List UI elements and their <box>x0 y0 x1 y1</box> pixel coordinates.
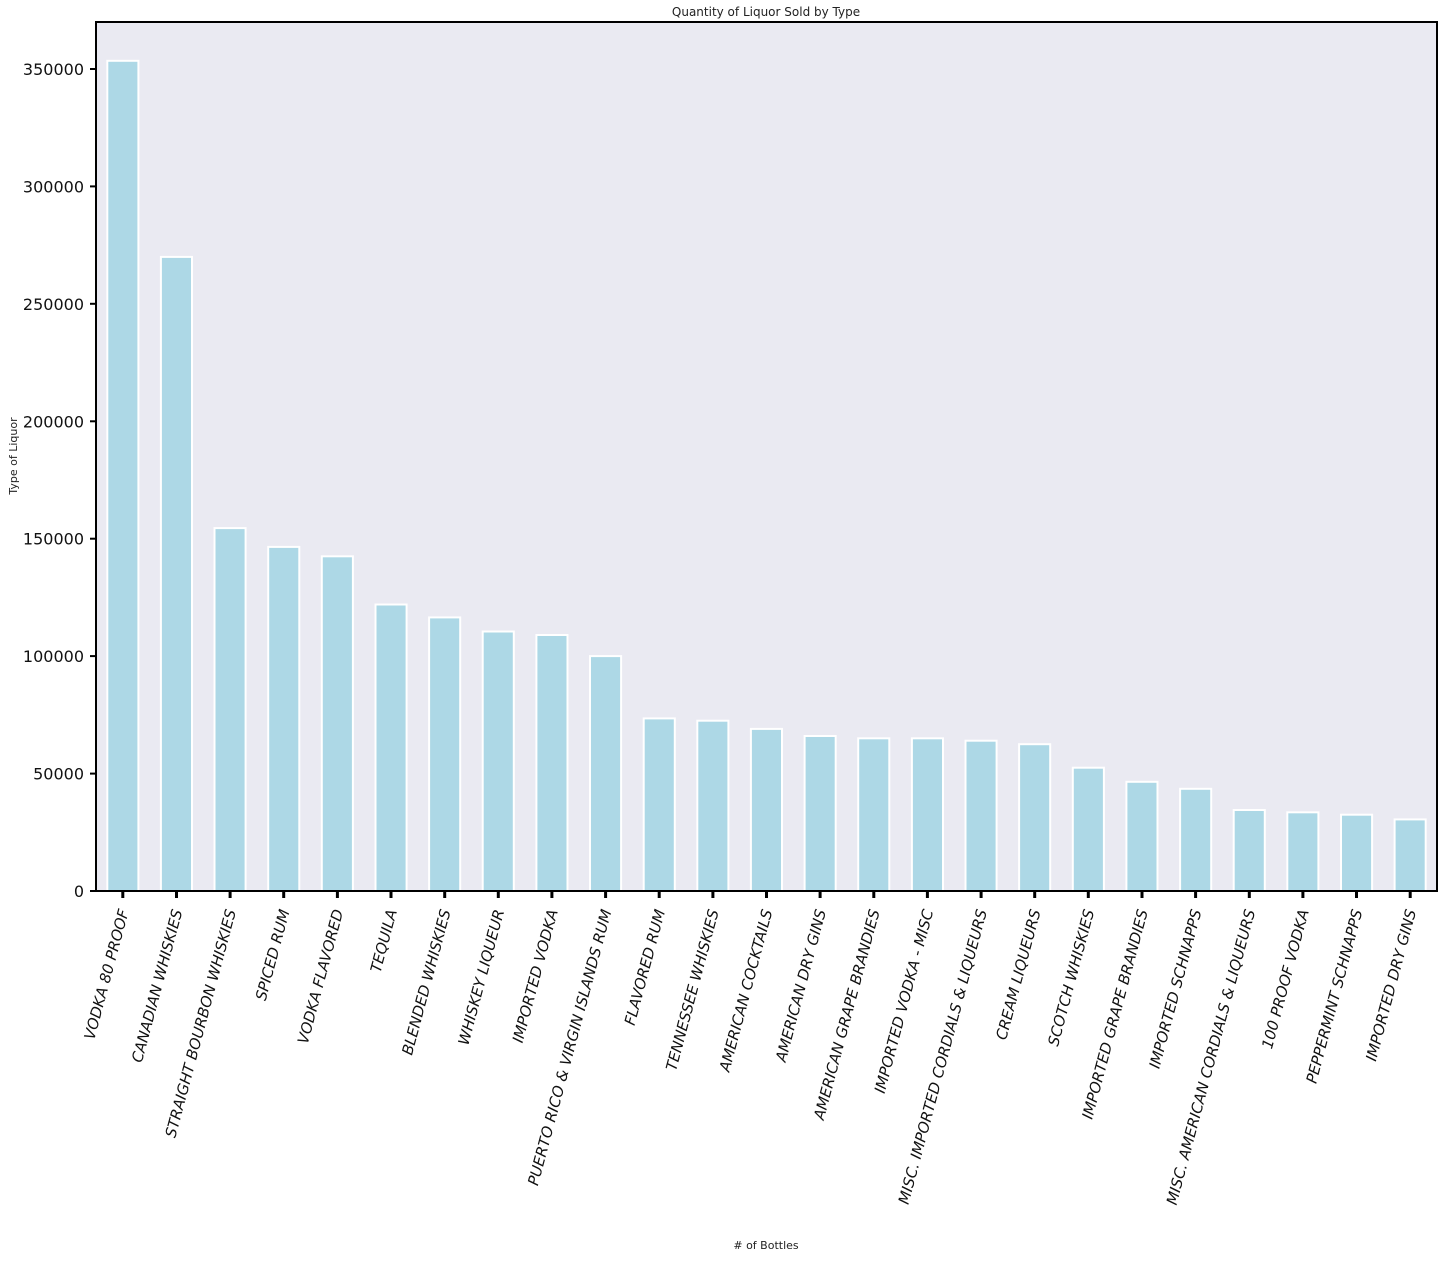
bar <box>267 545 301 893</box>
y-tick-label: 250000 <box>23 295 84 314</box>
x-tick-label: CANADIAN WHISKIES <box>128 907 186 1065</box>
bar <box>1071 766 1105 893</box>
bar <box>803 735 837 892</box>
bar <box>1125 780 1159 892</box>
x-axis-label: # of Bottles <box>733 1239 799 1252</box>
bar <box>1393 818 1427 893</box>
x-tick-label: TEQUILA <box>367 907 401 974</box>
bar <box>106 59 140 893</box>
bar <box>481 630 515 892</box>
x-tick-label: IMPORTED VODKA <box>509 907 562 1044</box>
y-tick-label: 300000 <box>23 177 84 196</box>
bar <box>749 727 784 893</box>
bar <box>1179 787 1213 892</box>
y-tick-label: 50000 <box>33 765 84 784</box>
x-tick-label: WHISKEY LIQUEUR <box>455 907 509 1047</box>
x-tick-label: AMERICAN DRY GINS <box>772 907 830 1065</box>
x-tick-label: FLAVORED RUM <box>621 907 669 1027</box>
y-tick-label: 0 <box>74 882 84 901</box>
y-axis-label: Type of Liquor <box>7 417 20 496</box>
x-tick-label: BLENDED WHISKIES <box>398 907 454 1057</box>
bar <box>964 739 998 893</box>
x-tick-label: CREAM LIQUEURS <box>992 907 1044 1042</box>
x-tick-label: IMPORTED DRY GINS <box>1362 907 1420 1063</box>
bar <box>1232 809 1266 892</box>
bar <box>857 737 891 892</box>
bar <box>535 634 569 892</box>
x-tick-label: SCOTCH WHISKIES <box>1044 907 1098 1048</box>
bar <box>1286 811 1320 892</box>
bar <box>320 555 354 892</box>
x-tick-label: SPICED RUM <box>252 907 294 1002</box>
bar <box>589 655 623 892</box>
x-tick-label: AMERICAN COCKTAILS <box>715 907 776 1075</box>
bar <box>213 527 247 892</box>
chart-title: Quantity of Liquor Sold by Type <box>672 5 860 19</box>
bar <box>642 717 676 893</box>
y-axis: 0 50000 100000 150000 200000 250000 300000 3500… <box>23 60 96 901</box>
x-tick-label: TENNESSEE WHISKIES <box>662 907 723 1073</box>
bar <box>696 719 730 893</box>
x-tick-label: IMPORTED SCHNAPPS <box>1146 907 1206 1071</box>
bar <box>1018 743 1052 893</box>
y-tick-label: 100000 <box>23 647 84 666</box>
bars-layer <box>106 59 1427 893</box>
y-tick-label: 200000 <box>23 412 84 431</box>
x-tick-label: VODKA 80 PROOF <box>81 907 133 1041</box>
bar <box>1340 813 1374 893</box>
bar <box>910 737 945 892</box>
x-tick-label: IMPORTED VODKA - MISC <box>871 907 938 1095</box>
bar <box>428 616 462 893</box>
y-tick-label: 150000 <box>23 530 84 549</box>
bar <box>374 603 408 892</box>
bar <box>159 255 193 892</box>
x-tick-label: 100 PROOF VODKA <box>1258 907 1313 1050</box>
y-tick-label: 350000 <box>23 60 84 79</box>
x-tick-label: VODKA FLAVORED <box>294 907 347 1045</box>
x-tick-label: PEPPERMINT SCHNAPPS <box>1303 907 1367 1085</box>
